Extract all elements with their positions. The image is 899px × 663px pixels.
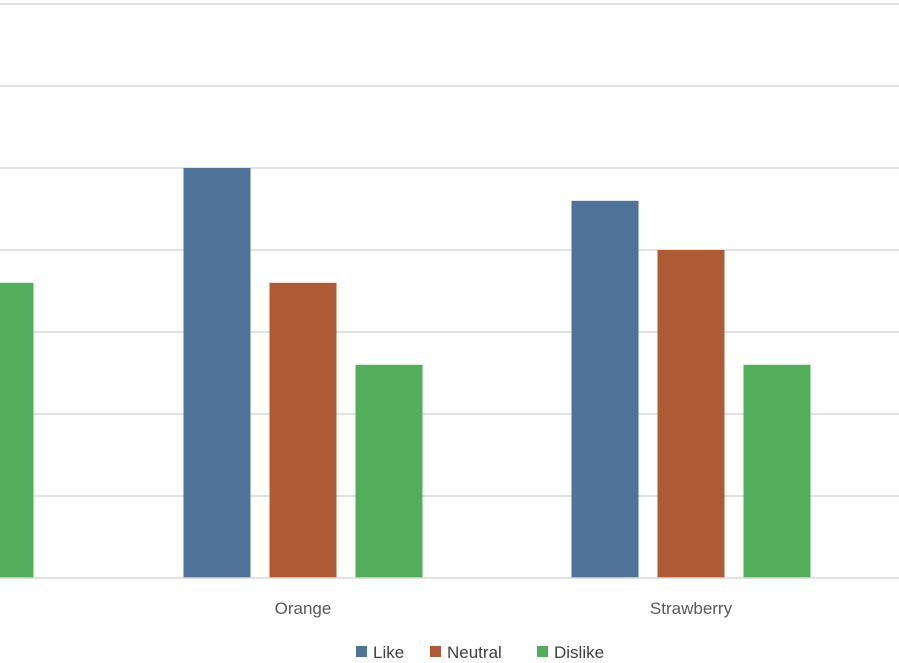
legend: Like Neutral Dislike	[356, 643, 604, 662]
bars	[0, 168, 811, 579]
legend-swatch-dislike	[537, 646, 548, 657]
bar-like	[183, 168, 251, 578]
legend-swatch-neutral	[430, 646, 441, 657]
bar-neutral	[657, 250, 725, 578]
legend-label-neutral: Neutral	[447, 643, 502, 662]
x-tick-label: Strawberry	[650, 599, 733, 618]
gridlines	[0, 3, 899, 497]
bar-dislike	[355, 364, 423, 578]
bar-dislike	[0, 282, 34, 578]
legend-label-like: Like	[373, 643, 404, 662]
bar-neutral	[269, 282, 337, 578]
x-tick-label: Orange	[275, 599, 332, 618]
x-tick-labels: Orange Strawberry	[275, 599, 733, 618]
bar-like	[571, 200, 639, 579]
bar-dislike	[743, 364, 811, 578]
legend-swatch-like	[356, 646, 367, 657]
legend-label-dislike: Dislike	[554, 643, 604, 662]
